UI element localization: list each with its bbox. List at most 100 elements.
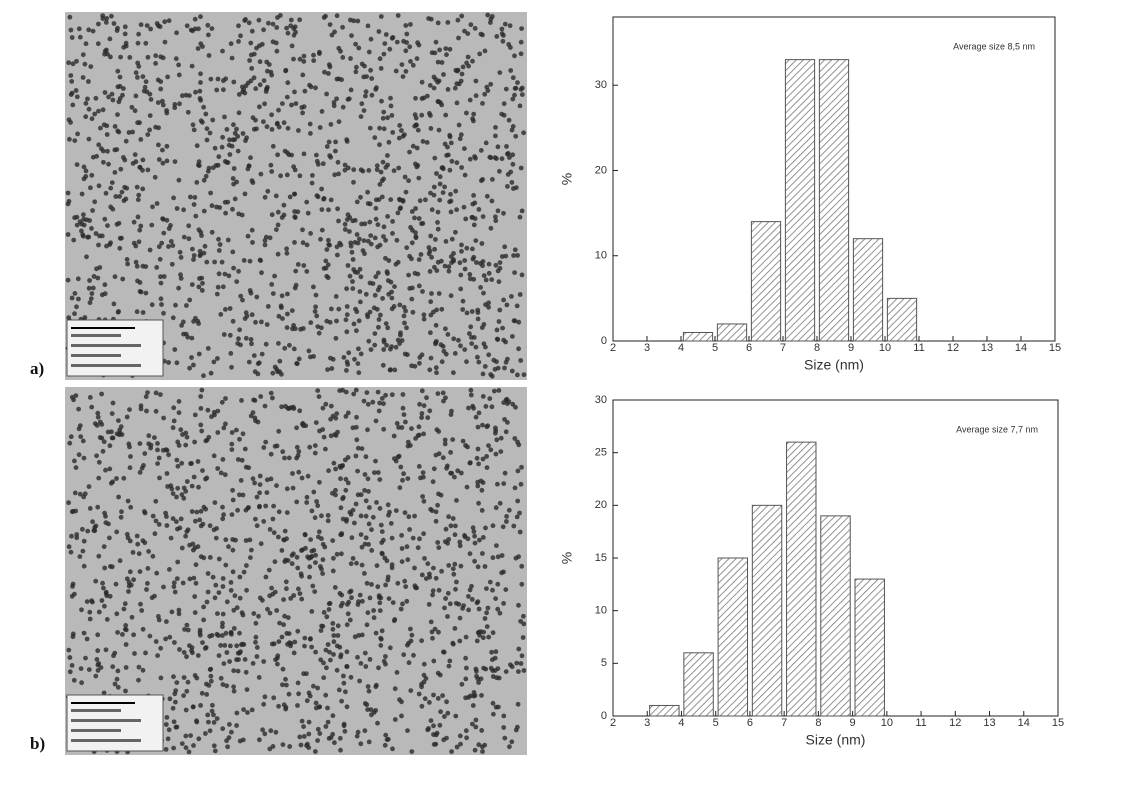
- particle: [343, 389, 349, 395]
- x-tick-label: 9: [850, 717, 856, 729]
- particle: [136, 239, 142, 245]
- particle: [156, 617, 162, 623]
- particle: [175, 463, 181, 469]
- particle: [400, 392, 406, 397]
- particle: [461, 204, 467, 210]
- particle: [470, 58, 475, 64]
- particle: [243, 464, 249, 470]
- particle: [501, 101, 507, 107]
- particle: [440, 455, 446, 461]
- particle: [457, 638, 463, 644]
- particle: [379, 396, 385, 401]
- particle: [393, 508, 399, 513]
- particle: [408, 626, 413, 632]
- particle: [129, 104, 135, 110]
- particle: [249, 227, 255, 233]
- particle: [366, 489, 371, 494]
- particle: [81, 176, 87, 182]
- particle: [423, 197, 428, 203]
- particle: [505, 356, 510, 362]
- particle: [264, 124, 270, 130]
- particle: [448, 191, 453, 197]
- particle: [397, 196, 402, 202]
- particle: [90, 599, 95, 605]
- particle: [362, 472, 368, 477]
- particle: [504, 519, 509, 524]
- particle: [296, 449, 302, 454]
- particle: [383, 654, 388, 659]
- particle: [338, 242, 344, 248]
- particle: [420, 470, 426, 475]
- particle: [421, 661, 427, 667]
- particle: [309, 609, 315, 614]
- particle: [251, 611, 257, 616]
- particle: [321, 675, 327, 681]
- particle: [86, 136, 92, 142]
- particle: [215, 408, 221, 414]
- particle: [197, 248, 203, 254]
- particle: [229, 441, 235, 447]
- particle: [480, 635, 486, 641]
- particle: [245, 710, 250, 715]
- particle: [275, 222, 281, 228]
- particle: [341, 723, 347, 729]
- particle: [431, 192, 437, 198]
- particle: [351, 391, 357, 397]
- particle: [193, 89, 198, 95]
- particle: [521, 130, 526, 136]
- particle: [292, 89, 297, 95]
- particle: [485, 88, 491, 93]
- particle: [168, 483, 174, 489]
- particle: [340, 24, 345, 30]
- particle: [385, 153, 390, 158]
- particle: [77, 219, 83, 225]
- particle: [118, 166, 124, 172]
- particle: [67, 669, 73, 675]
- particle: [229, 631, 234, 637]
- particle: [207, 130, 213, 136]
- particle: [386, 258, 392, 263]
- particle: [262, 403, 268, 409]
- particle: [488, 665, 494, 671]
- particle: [153, 124, 159, 130]
- particle: [445, 20, 451, 25]
- particle: [415, 163, 421, 168]
- particle: [480, 551, 485, 556]
- particle: [383, 732, 389, 738]
- particle: [96, 142, 102, 148]
- particle: [359, 101, 365, 107]
- particle: [228, 41, 234, 47]
- particle: [375, 720, 380, 726]
- particle: [463, 443, 468, 448]
- particle: [493, 214, 498, 220]
- particle: [462, 258, 468, 263]
- particle: [201, 208, 207, 214]
- particle: [511, 523, 517, 529]
- particle: [272, 364, 278, 370]
- particle: [285, 125, 291, 131]
- particle: [288, 23, 294, 29]
- particle: [89, 226, 94, 231]
- particle: [429, 291, 434, 296]
- particle: [171, 745, 177, 751]
- particle: [203, 111, 209, 117]
- particle: [413, 436, 418, 441]
- particle: [219, 399, 225, 405]
- particle: [240, 84, 245, 90]
- particle: [482, 564, 488, 569]
- particle: [427, 269, 433, 274]
- particle: [377, 477, 383, 482]
- particle: [509, 180, 515, 185]
- particle: [145, 566, 151, 571]
- particle: [293, 101, 299, 106]
- particle: [121, 86, 126, 91]
- particle: [101, 585, 106, 591]
- particle: [334, 318, 339, 324]
- annotation: Average size 8,5 nm: [953, 41, 1035, 51]
- particle: [164, 471, 170, 476]
- particle: [223, 396, 228, 401]
- particle: [429, 629, 435, 635]
- particle: [354, 328, 359, 334]
- particle: [296, 469, 302, 475]
- particle: [251, 126, 257, 132]
